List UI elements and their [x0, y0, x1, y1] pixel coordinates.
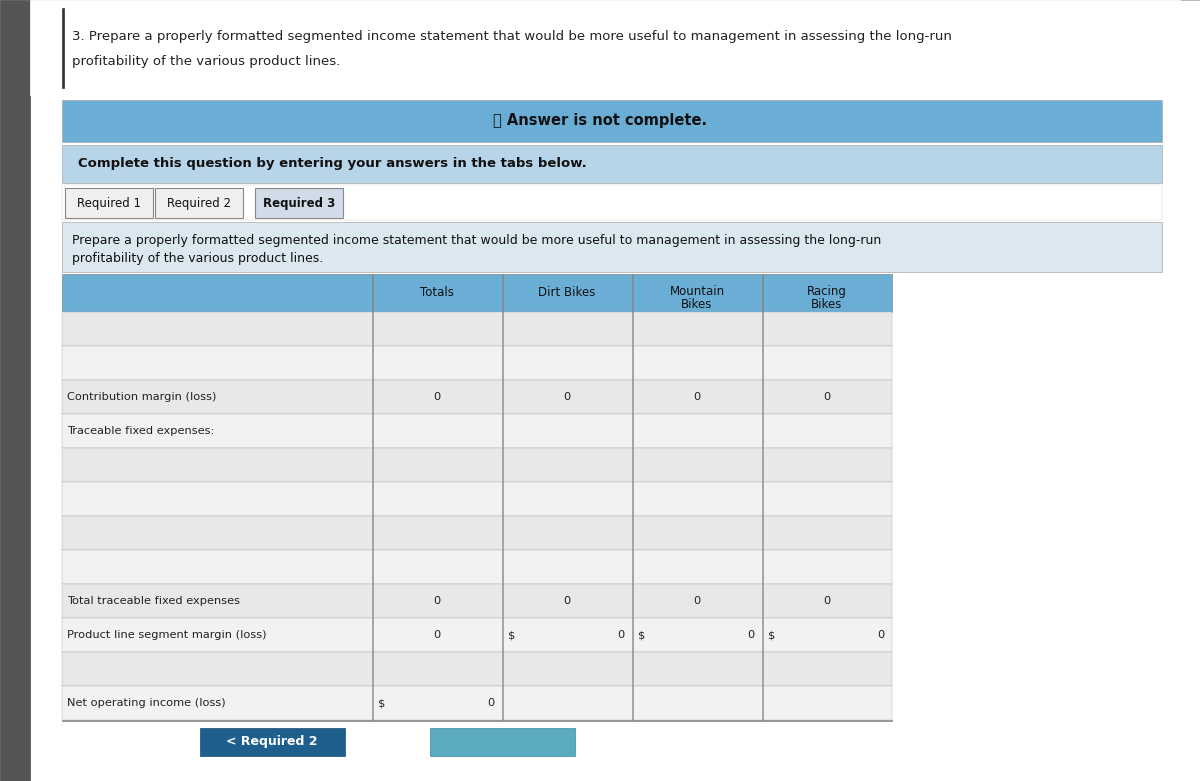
Bar [155, 188, 242, 218]
Bar [62, 8, 64, 88]
Text: profitability of the various product lines.: profitability of the various product lin… [72, 55, 341, 68]
Text: 0: 0 [433, 630, 440, 640]
Text: $: $ [638, 630, 646, 640]
Text: Racing: Racing [808, 285, 847, 298]
Text: 0: 0 [694, 596, 701, 606]
Text: < Required 2: < Required 2 [227, 736, 318, 748]
Text: Net operating income (loss): Net operating income (loss) [67, 698, 226, 708]
Bar [62, 584, 892, 618]
Bar [62, 686, 892, 720]
Text: 0: 0 [877, 630, 884, 640]
Text: 0: 0 [433, 392, 440, 402]
Text: Mountain: Mountain [670, 285, 725, 298]
Bar [62, 720, 892, 721]
Text: $: $ [768, 630, 775, 640]
Text: 0: 0 [433, 596, 440, 606]
Text: 0: 0 [563, 596, 571, 606]
Bar [62, 550, 892, 584]
Bar [62, 380, 892, 414]
Bar [62, 100, 1162, 142]
Bar [65, 188, 154, 218]
Text: Total traceable fixed expenses: Total traceable fixed expenses [67, 596, 240, 606]
Text: 0: 0 [487, 698, 494, 708]
Bar [62, 274, 892, 312]
Text: Prepare a properly formatted segmented income statement that would be more usefu: Prepare a properly formatted segmented i… [72, 234, 881, 247]
Bar [62, 618, 892, 652]
Text: $: $ [378, 698, 385, 708]
Text: Required 2: Required 2 [167, 197, 230, 209]
Bar [62, 346, 892, 380]
Text: 0: 0 [617, 630, 624, 640]
Text: Required 3: Required 3 [263, 197, 335, 209]
Bar [62, 145, 1162, 183]
Text: Bikes: Bikes [811, 298, 842, 311]
Bar [62, 312, 892, 346]
Text: Traceable fixed expenses:: Traceable fixed expenses: [67, 426, 215, 436]
Text: ⓧ Answer is not complete.: ⓧ Answer is not complete. [493, 113, 707, 129]
Bar [62, 482, 892, 516]
Text: Bikes: Bikes [682, 298, 713, 311]
Bar [62, 516, 892, 550]
Bar [256, 188, 343, 218]
Bar [200, 728, 346, 756]
Bar [62, 222, 1162, 272]
Text: 0: 0 [694, 392, 701, 402]
Bar [62, 448, 892, 482]
Text: Totals: Totals [420, 287, 454, 299]
Text: 0: 0 [823, 596, 830, 606]
Text: 3. Prepare a properly formatted segmented income statement that would be more us: 3. Prepare a properly formatted segmente… [72, 30, 952, 43]
Bar [62, 414, 892, 448]
Text: Complete this question by entering your answers in the tabs below.: Complete this question by entering your … [78, 158, 587, 170]
Text: 0: 0 [563, 392, 571, 402]
Bar [62, 652, 892, 686]
Bar [62, 185, 1162, 220]
Bar [430, 728, 575, 756]
Text: Dirt Bikes: Dirt Bikes [539, 287, 595, 299]
Text: Product line segment margin (loss): Product line segment margin (loss) [67, 630, 266, 640]
Text: Contribution margin (loss): Contribution margin (loss) [67, 392, 216, 402]
Text: 0: 0 [823, 392, 830, 402]
Text: 0: 0 [746, 630, 754, 640]
Bar [30, 0, 1180, 95]
Bar [0, 0, 30, 781]
Text: profitability of the various product lines.: profitability of the various product lin… [72, 252, 323, 265]
Text: Required 1: Required 1 [77, 197, 142, 209]
Text: $: $ [508, 630, 515, 640]
